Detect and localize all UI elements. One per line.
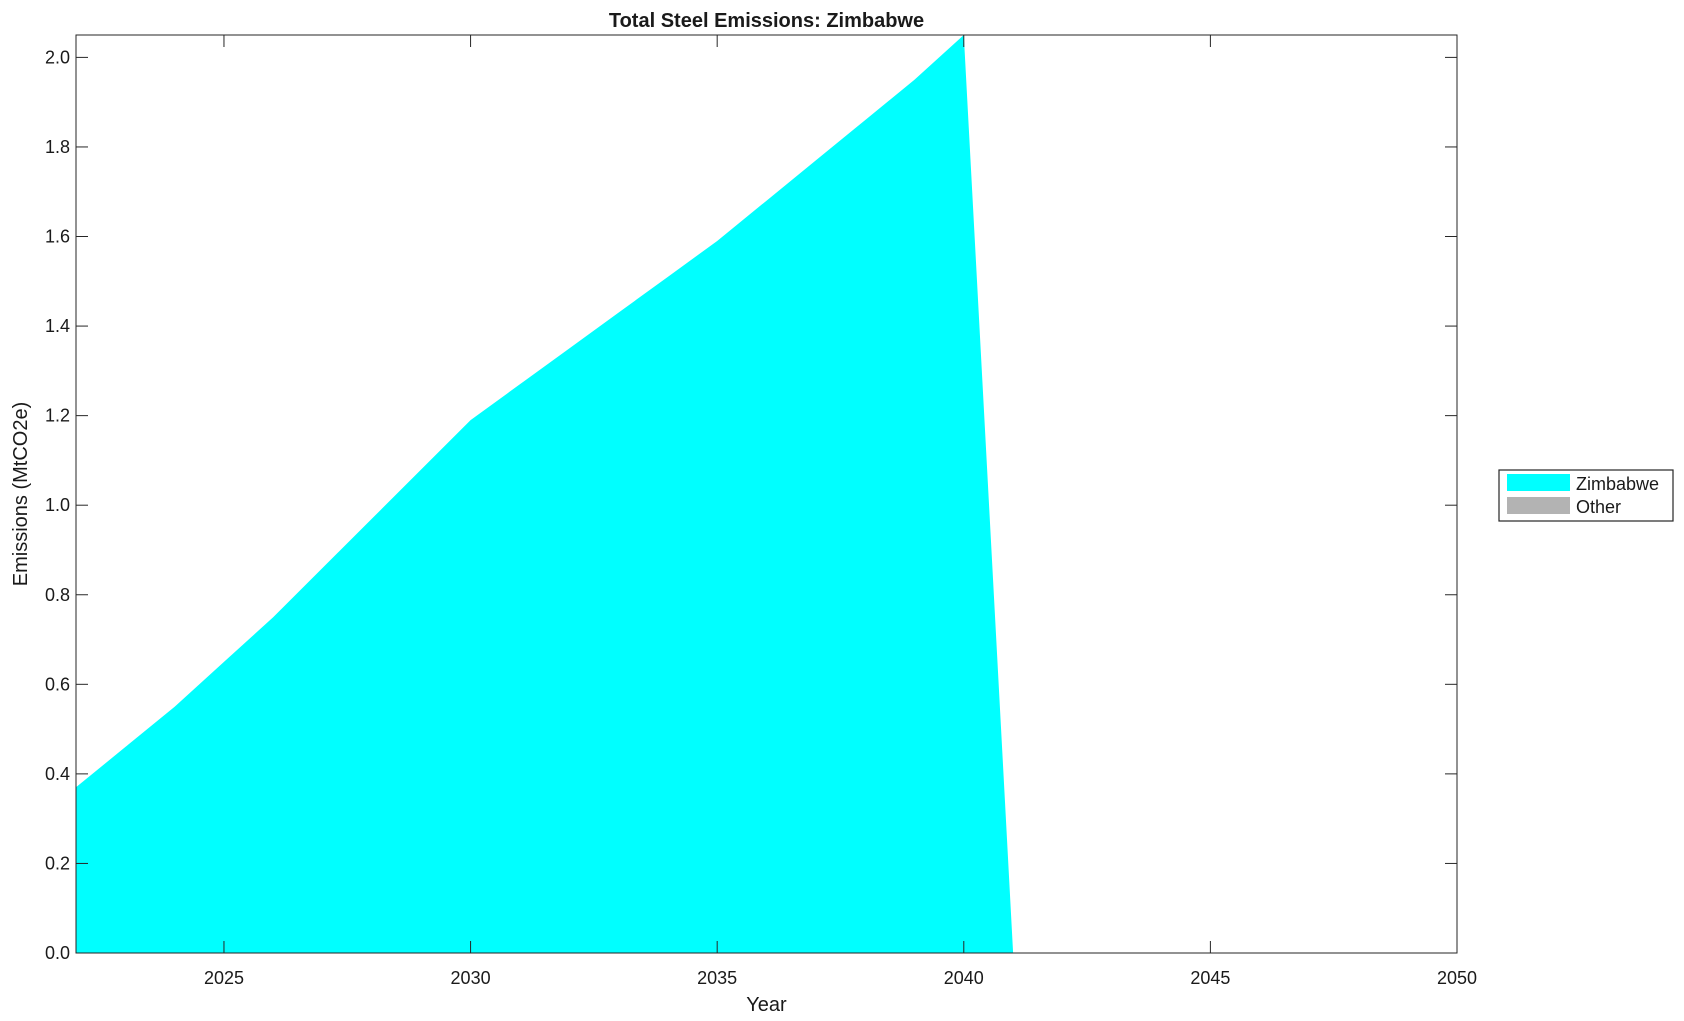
x-tick-label: 2050 (1437, 968, 1477, 988)
legend-label-other: Other (1576, 497, 1621, 517)
y-tick-label: 1.2 (45, 406, 70, 426)
area-layer (76, 35, 1457, 953)
y-tick-label: 1.6 (45, 227, 70, 247)
y-tick-label: 1.0 (45, 495, 70, 515)
y-tick-label: 1.4 (45, 316, 70, 336)
y-tick-label: 0.4 (45, 764, 70, 784)
area-zimbabwe (76, 35, 1457, 953)
legend-label-zimbabwe: Zimbabwe (1576, 474, 1659, 494)
y-tick-label: 2.0 (45, 47, 70, 67)
x-tick-label: 2030 (451, 968, 491, 988)
x-tick-label: 2025 (204, 968, 244, 988)
y-tick-label: 0.2 (45, 853, 70, 873)
y-tick-label: 1.8 (45, 137, 70, 157)
axes-box (75, 34, 1458, 954)
chart-title: Total Steel Emissions: Zimbabwe (609, 10, 924, 32)
y-tick-label: 0.8 (45, 585, 70, 605)
x-tick-label: 2040 (944, 968, 984, 988)
y-tick-label: 0.0 (45, 943, 70, 963)
x-tick-label: 2035 (697, 968, 737, 988)
ticks-layer: 2025 2030 2035 2040 2045 2050 0.0 0.2 0.4 0.6 0.8 1… (45, 35, 1477, 988)
legend-swatch-other (1507, 497, 1570, 514)
y-axis-label: Emissions (MtCO2e) (10, 402, 32, 586)
y-tick-label: 0.6 (45, 674, 70, 694)
x-axis-label: Year (746, 994, 787, 1016)
legend-swatch-zimbabwe (1507, 474, 1570, 491)
x-tick-label: 2045 (1190, 968, 1230, 988)
legend: Zimbabwe Other (1498, 469, 1674, 522)
